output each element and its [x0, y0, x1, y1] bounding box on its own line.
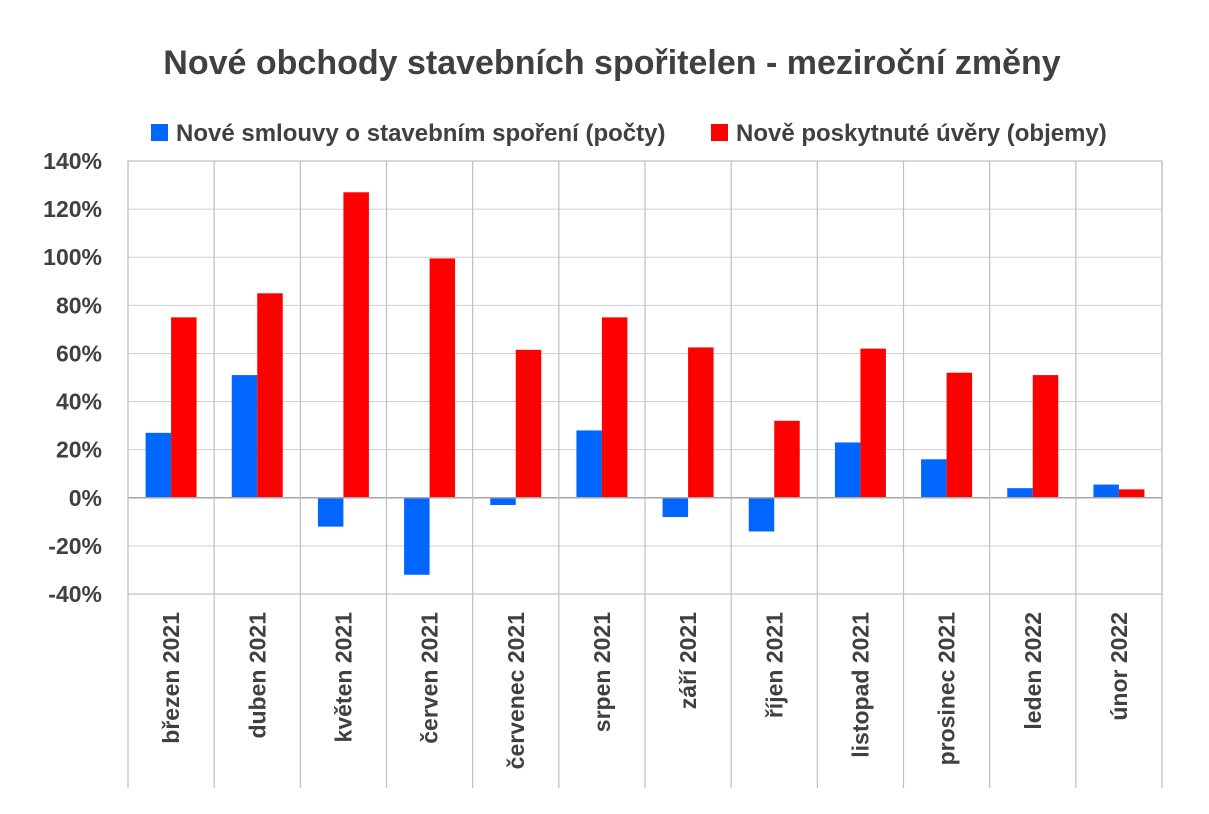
bar-contracts — [1093, 484, 1119, 498]
legend-label-loans: Nově poskytnuté úvěry (objemy) — [736, 120, 1107, 147]
y-tick-label: -20% — [48, 533, 102, 559]
y-tick-label: 60% — [56, 340, 102, 366]
x-category-label: duben 2021 — [244, 612, 270, 739]
x-category-label: květen 2021 — [330, 612, 356, 743]
bar-contracts — [1007, 488, 1033, 498]
bar-loans — [688, 347, 714, 498]
bar-contracts — [145, 432, 172, 498]
x-category-label: srpen 2021 — [589, 612, 615, 732]
x-category-label: listopad 2021 — [847, 612, 873, 758]
bar-contracts — [748, 497, 775, 532]
bar-contracts — [662, 497, 689, 518]
bar-loans — [171, 317, 197, 498]
x-category-label: prosinec 2021 — [934, 612, 960, 766]
bar-contracts — [834, 442, 861, 498]
bar-loans — [946, 372, 973, 498]
bar-loans — [429, 258, 456, 498]
x-category-label: září 2021 — [675, 612, 701, 709]
bar-contracts — [921, 459, 947, 498]
bars — [128, 192, 1162, 575]
x-axis-category-labels: březen 2021 duben 2021 květen 2021 červen 2… — [158, 612, 1132, 770]
y-tick-label: 140% — [43, 148, 102, 174]
bar-loans — [1032, 375, 1059, 498]
y-axis-tick-labels: 140% 120% 100% 80% 60% 40% 20% 0% -20% -40% — [43, 148, 102, 607]
x-category-label: červenec 2021 — [503, 612, 529, 770]
x-category-label: březen 2021 — [158, 612, 184, 744]
y-tick-label: 20% — [56, 437, 102, 463]
bar-loans — [601, 317, 628, 498]
y-tick-label: 40% — [56, 389, 102, 415]
x-category-label: říjen 2021 — [761, 612, 787, 718]
legend-label-contracts: Nové smlouvy o stavebním spoření (počty) — [176, 120, 665, 147]
bar-loans — [257, 293, 283, 498]
y-tick-label: 80% — [56, 292, 102, 318]
legend-swatch-loans — [711, 124, 728, 141]
legend: Nové smlouvy o stavebním spoření (počty)… — [151, 120, 1107, 147]
bar-loans — [860, 348, 886, 498]
y-tick-label: 120% — [43, 196, 102, 222]
bar-loans — [343, 192, 369, 498]
chart-title: Nové obchody stavebních spořitelen - mez… — [163, 44, 1061, 82]
bar-loans — [774, 420, 800, 498]
category-dividers — [127, 161, 1163, 788]
bar-contracts — [576, 430, 602, 498]
x-category-label: červen 2021 — [417, 612, 443, 744]
bar-loans — [1118, 489, 1145, 498]
y-tick-label: 100% — [43, 244, 102, 270]
bar-contracts — [317, 497, 344, 527]
y-tick-label: -40% — [48, 581, 102, 607]
bar-contracts — [231, 375, 258, 498]
legend-swatch-contracts — [151, 124, 168, 141]
y-tick-label: 0% — [69, 485, 102, 511]
bar-contracts — [404, 497, 430, 575]
x-category-label: únor 2022 — [1106, 612, 1132, 721]
bar-contracts — [490, 497, 516, 505]
bar-loans — [515, 349, 542, 498]
x-category-label: leden 2022 — [1020, 612, 1046, 730]
